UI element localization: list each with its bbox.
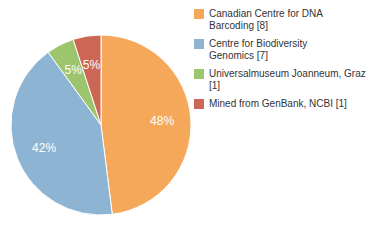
html-text:Centre for Biodiversity Genomi: Centre for Biodiversity Genomics [7] bbox=[209, 38, 308, 61]
svg-text:5%: 5% bbox=[65, 63, 83, 77]
svg-text:5%: 5% bbox=[83, 58, 101, 72]
html-text:Mined from GenBank, NCBI [1]: Mined from GenBank, NCBI [1] bbox=[209, 98, 347, 109]
html-text:Universalmuseum Joanneum, Graz: Universalmuseum Joanneum, Graz [1] bbox=[209, 68, 366, 91]
svg-text:48%: 48% bbox=[150, 114, 174, 128]
svg-text:42%: 42% bbox=[32, 141, 56, 155]
html-text:Canadian Centre for DNA Barcod: Canadian Centre for DNA Barcoding [8] bbox=[209, 8, 323, 31]
